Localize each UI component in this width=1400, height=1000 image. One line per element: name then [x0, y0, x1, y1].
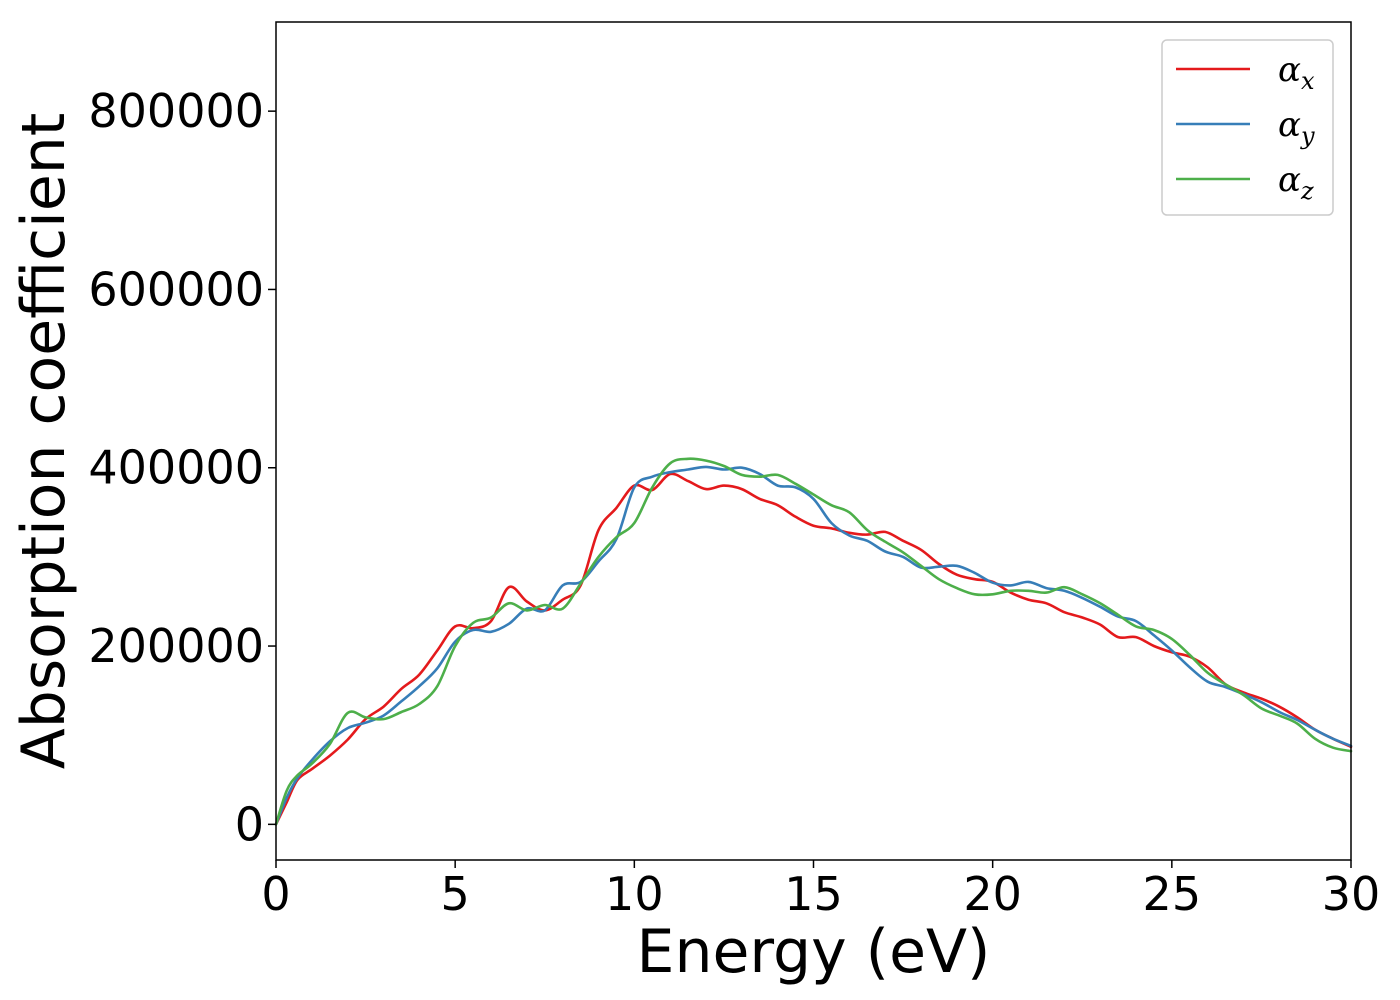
- x-tick-label: 30: [1322, 867, 1381, 921]
- legend-label-main: α: [1278, 50, 1301, 90]
- x-axis-ticks: 0 5 10 15 20 25 30: [261, 860, 1380, 921]
- series-layer: [274, 457, 1353, 826]
- legend-label-main: α: [1278, 105, 1301, 145]
- legend-label-main: α: [1278, 160, 1301, 200]
- x-tick-label: 5: [441, 867, 470, 921]
- x-tick-label: 10: [605, 867, 664, 921]
- legend-label-x: αx: [1278, 50, 1315, 95]
- x-tick-label: 20: [963, 867, 1022, 921]
- x-tick-label: 25: [1143, 867, 1202, 921]
- series-line-y: [274, 465, 1353, 826]
- y-tick-label: 400000: [88, 441, 264, 495]
- y-tick-label: 600000: [88, 262, 264, 316]
- legend-box: [1161, 39, 1334, 216]
- legend-label-sub: y: [1300, 122, 1315, 150]
- legend-label-sub: x: [1301, 67, 1315, 95]
- y-axis-title: Absorption coefficient: [9, 113, 79, 770]
- y-tick-label: 0: [235, 797, 264, 851]
- x-axis-title: Energy (eV): [637, 917, 991, 987]
- series-line-z: [274, 457, 1353, 826]
- legend-label-y: αy: [1278, 105, 1315, 150]
- x-tick-label: 15: [784, 867, 843, 921]
- y-tick-label: 800000: [88, 84, 264, 138]
- x-tick-label: 0: [261, 867, 290, 921]
- y-tick-label: 200000: [88, 619, 264, 673]
- y-axis-ticks: 0 200000 400000 600000 800000: [88, 84, 276, 851]
- legend-label-sub: z: [1300, 177, 1314, 205]
- series-line-x: [274, 472, 1353, 826]
- legend-label-z: αz: [1278, 160, 1314, 205]
